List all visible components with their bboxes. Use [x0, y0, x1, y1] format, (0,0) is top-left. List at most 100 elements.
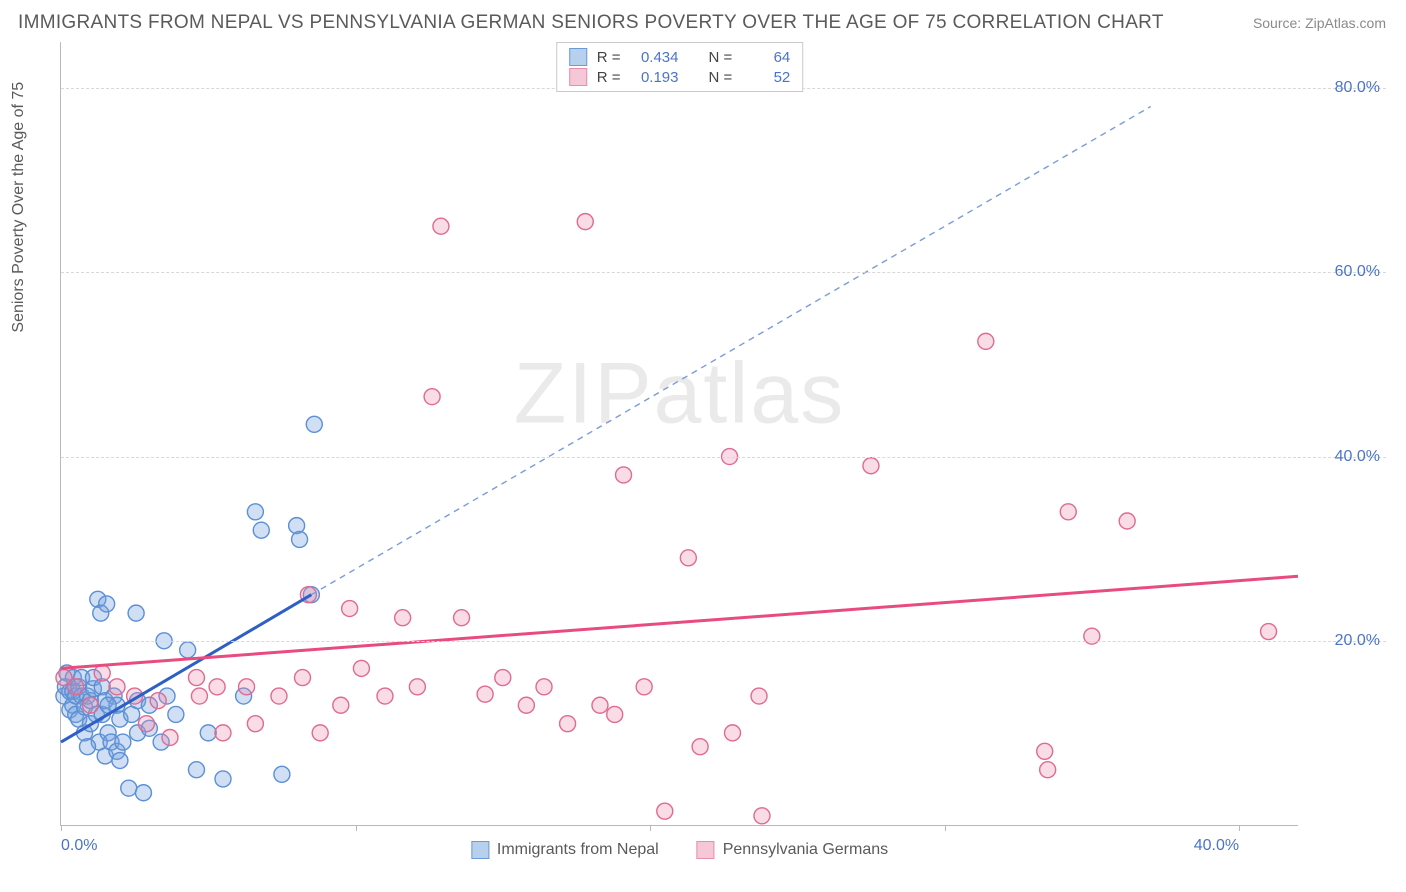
scatter-point — [215, 771, 231, 787]
legend-r-label: R = — [597, 69, 621, 86]
scatter-point — [424, 389, 440, 405]
x-tick-mark — [1239, 825, 1240, 831]
scatter-point — [295, 670, 311, 686]
scatter-point — [1084, 628, 1100, 644]
scatter-point — [82, 697, 98, 713]
scatter-point — [1119, 513, 1135, 529]
scatter-point — [188, 762, 204, 778]
scatter-point — [409, 679, 425, 695]
legend-n-value: 64 — [742, 49, 790, 66]
gridline — [61, 641, 1386, 642]
scatter-point — [138, 716, 154, 732]
legend-r-label: R = — [597, 49, 621, 66]
scatter-point — [560, 716, 576, 732]
legend-swatch — [697, 841, 715, 859]
scatter-point — [1040, 762, 1056, 778]
scatter-point — [68, 679, 84, 695]
scatter-point — [1037, 743, 1053, 759]
scatter-point — [754, 808, 770, 824]
scatter-point — [180, 642, 196, 658]
chart-title: IMMIGRANTS FROM NEPAL VS PENNSYLVANIA GE… — [18, 12, 1164, 34]
legend-r-value: 0.193 — [631, 69, 679, 86]
scatter-point — [1261, 624, 1277, 640]
legend-series-label: Immigrants from Nepal — [497, 841, 659, 859]
scatter-point — [188, 670, 204, 686]
scatter-point — [692, 739, 708, 755]
y-tick-label: 20.0% — [1335, 632, 1380, 650]
scatter-point — [978, 333, 994, 349]
scatter-point — [636, 679, 652, 695]
scatter-point — [209, 679, 225, 695]
trend-line — [61, 576, 1298, 668]
legend-item: Immigrants from Nepal — [471, 841, 659, 859]
legend-n-label: N = — [709, 49, 733, 66]
scatter-point — [616, 467, 632, 483]
scatter-point — [247, 716, 263, 732]
scatter-point — [333, 697, 349, 713]
scatter-point — [121, 780, 137, 796]
scatter-point — [306, 416, 322, 432]
chart-header: IMMIGRANTS FROM NEPAL VS PENNSYLVANIA GE… — [0, 0, 1406, 38]
legend-n-value: 52 — [742, 69, 790, 86]
x-tick-mark — [356, 825, 357, 831]
series-legend: Immigrants from Nepal Pennsylvania German… — [471, 841, 888, 859]
scatter-point — [150, 693, 166, 709]
scatter-point — [135, 785, 151, 801]
y-tick-label: 60.0% — [1335, 263, 1380, 281]
scatter-point — [863, 458, 879, 474]
legend-swatch — [569, 48, 587, 66]
scatter-point — [495, 670, 511, 686]
y-axis-label: Seniors Poverty Over the Age of 75 — [10, 82, 28, 333]
scatter-point — [162, 729, 178, 745]
scatter-point — [577, 214, 593, 230]
scatter-point — [253, 522, 269, 538]
scatter-point — [112, 753, 128, 769]
scatter-point — [751, 688, 767, 704]
legend-r-value: 0.434 — [631, 49, 679, 66]
scatter-point — [274, 766, 290, 782]
scatter-point — [607, 706, 623, 722]
legend-series-label: Pennsylvania Germans — [723, 841, 888, 859]
x-tick-mark — [61, 825, 62, 831]
legend-item: Pennsylvania Germans — [697, 841, 888, 859]
scatter-svg — [61, 42, 1298, 825]
scatter-point — [1060, 504, 1076, 520]
scatter-point — [168, 706, 184, 722]
scatter-point — [115, 734, 131, 750]
legend-swatch — [471, 841, 489, 859]
scatter-point — [94, 665, 110, 681]
gridline — [61, 457, 1386, 458]
scatter-point — [109, 679, 125, 695]
gridline — [61, 272, 1386, 273]
scatter-point — [592, 697, 608, 713]
scatter-point — [477, 686, 493, 702]
scatter-point — [680, 550, 696, 566]
y-tick-label: 40.0% — [1335, 448, 1380, 466]
scatter-point — [239, 679, 255, 695]
chart-container: Seniors Poverty Over the Age of 75 ZIPat… — [18, 42, 1386, 874]
scatter-point — [99, 596, 115, 612]
scatter-point — [200, 725, 216, 741]
scatter-point — [271, 688, 287, 704]
scatter-point — [536, 679, 552, 695]
scatter-point — [657, 803, 673, 819]
scatter-point — [80, 739, 96, 755]
x-tick-label: 0.0% — [61, 837, 97, 855]
scatter-point — [247, 504, 263, 520]
scatter-point — [342, 601, 358, 617]
scatter-point — [433, 218, 449, 234]
scatter-point — [292, 531, 308, 547]
x-tick-label: 40.0% — [1194, 837, 1239, 855]
x-tick-mark — [945, 825, 946, 831]
trend-extension — [311, 106, 1150, 594]
legend-row: R = 0.434 N = 64 — [569, 47, 791, 67]
correlation-legend: R =0.434N =64R =0.193N =52 — [556, 42, 804, 92]
scatter-point — [518, 697, 534, 713]
x-tick-mark — [650, 825, 651, 831]
scatter-point — [191, 688, 207, 704]
scatter-point — [353, 660, 369, 676]
scatter-point — [377, 688, 393, 704]
scatter-point — [312, 725, 328, 741]
scatter-point — [725, 725, 741, 741]
legend-row: R =0.193N =52 — [569, 67, 791, 87]
